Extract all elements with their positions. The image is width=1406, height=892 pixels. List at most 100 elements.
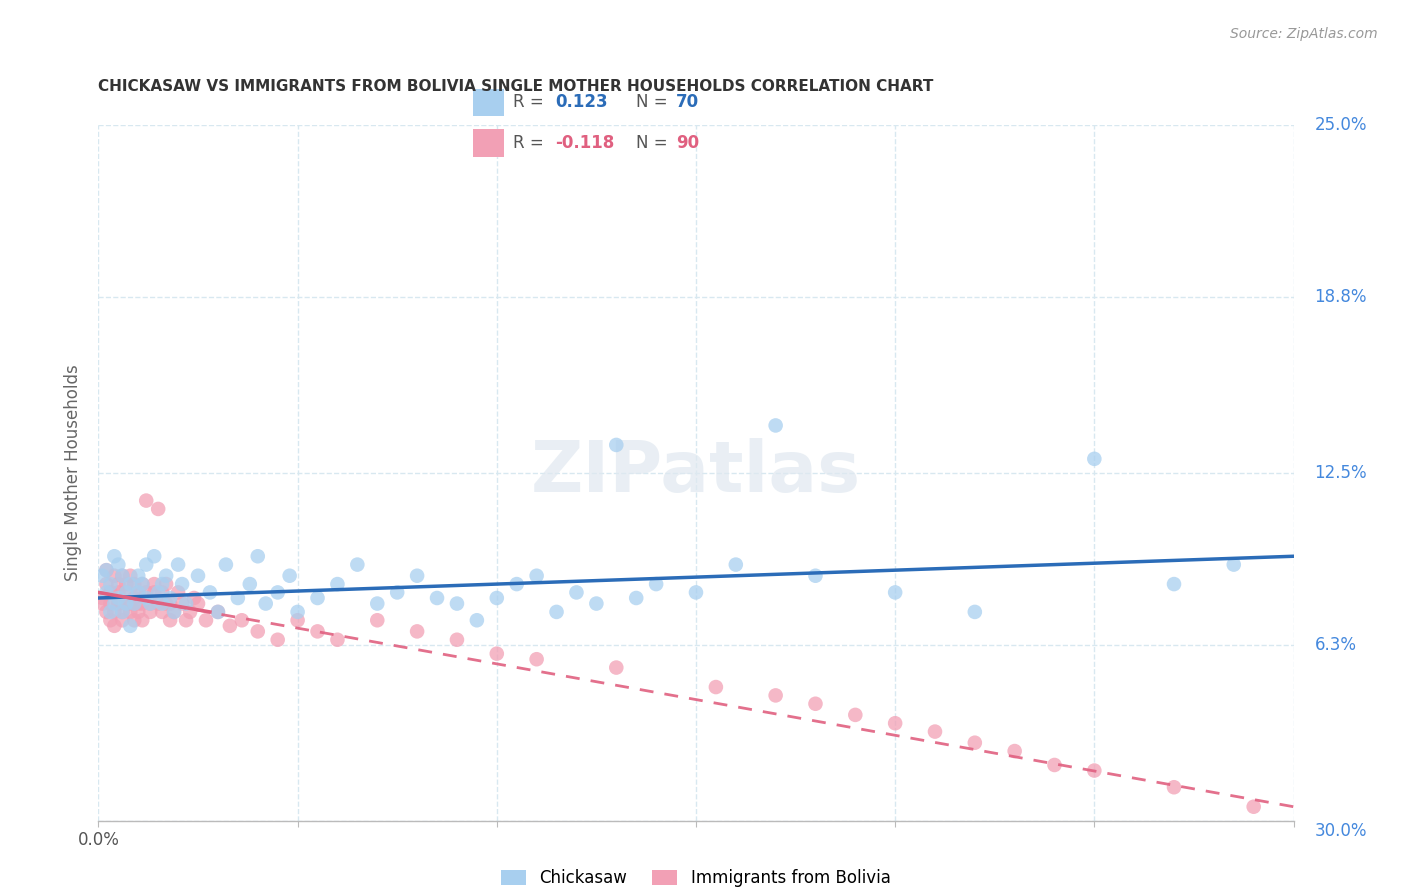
Point bbox=[239, 577, 262, 591]
Text: 25.0%: 25.0% bbox=[1315, 116, 1367, 134]
Point bbox=[605, 660, 627, 674]
Point bbox=[307, 591, 329, 605]
Point bbox=[724, 558, 747, 572]
Point bbox=[1004, 744, 1026, 758]
Point bbox=[150, 597, 173, 611]
Bar bbox=[474, 89, 505, 116]
Point bbox=[139, 597, 162, 611]
Point bbox=[844, 707, 866, 722]
Point bbox=[804, 568, 827, 582]
Text: Source: ZipAtlas.com: Source: ZipAtlas.com bbox=[1230, 27, 1378, 41]
Point bbox=[207, 605, 229, 619]
Point bbox=[884, 716, 907, 731]
Point bbox=[546, 605, 568, 619]
Point bbox=[1043, 758, 1066, 772]
Point bbox=[111, 605, 134, 619]
Point bbox=[172, 577, 194, 591]
Point bbox=[98, 585, 122, 599]
Point bbox=[172, 597, 194, 611]
Point bbox=[120, 597, 142, 611]
Point bbox=[120, 577, 142, 591]
Point bbox=[1083, 451, 1105, 466]
Point bbox=[120, 605, 142, 619]
Point bbox=[111, 568, 134, 582]
Point bbox=[103, 549, 125, 564]
Point bbox=[127, 585, 149, 599]
Point bbox=[179, 605, 201, 619]
Point bbox=[465, 613, 488, 627]
Legend: Chickasaw, Immigrants from Bolivia: Chickasaw, Immigrants from Bolivia bbox=[494, 861, 898, 892]
Point bbox=[565, 585, 588, 599]
Point bbox=[624, 591, 647, 605]
Point bbox=[107, 591, 129, 605]
Point bbox=[287, 605, 309, 619]
Point bbox=[148, 585, 170, 599]
Point bbox=[585, 597, 607, 611]
Point bbox=[124, 613, 146, 627]
Point bbox=[1222, 558, 1246, 572]
Point bbox=[167, 558, 190, 572]
Point bbox=[765, 418, 787, 433]
Point bbox=[963, 605, 986, 619]
Point bbox=[159, 591, 181, 605]
Point bbox=[366, 597, 388, 611]
Bar bbox=[474, 129, 505, 157]
Point bbox=[148, 597, 170, 611]
Text: 6.3%: 6.3% bbox=[1315, 636, 1357, 655]
Point bbox=[174, 613, 197, 627]
Point bbox=[127, 585, 149, 599]
Point bbox=[187, 568, 209, 582]
Point bbox=[226, 591, 249, 605]
Text: 18.8%: 18.8% bbox=[1315, 288, 1367, 307]
Point bbox=[406, 624, 429, 639]
Point bbox=[346, 558, 368, 572]
Point bbox=[804, 697, 827, 711]
Point bbox=[155, 577, 177, 591]
Point bbox=[155, 568, 177, 582]
Point bbox=[446, 632, 468, 647]
Point bbox=[115, 597, 138, 611]
Point bbox=[194, 613, 218, 627]
Point bbox=[526, 568, 548, 582]
Point bbox=[267, 585, 290, 599]
Point bbox=[96, 563, 118, 577]
Point bbox=[135, 591, 157, 605]
Point bbox=[150, 605, 173, 619]
Point bbox=[605, 438, 627, 452]
Point bbox=[148, 502, 170, 516]
Text: 30.0%: 30.0% bbox=[1315, 822, 1367, 840]
Point bbox=[246, 549, 269, 564]
Point bbox=[326, 577, 349, 591]
Point bbox=[963, 736, 986, 750]
Point bbox=[135, 558, 157, 572]
Point bbox=[198, 585, 221, 599]
Text: 0.123: 0.123 bbox=[555, 94, 607, 112]
Point bbox=[139, 605, 162, 619]
Point bbox=[139, 597, 162, 611]
Point bbox=[111, 605, 134, 619]
Point bbox=[135, 493, 157, 508]
Point bbox=[704, 680, 727, 694]
Point bbox=[685, 585, 707, 599]
Point bbox=[115, 585, 138, 599]
Point bbox=[219, 619, 242, 633]
Point bbox=[127, 605, 149, 619]
Point bbox=[207, 605, 229, 619]
Point bbox=[326, 632, 349, 647]
Point bbox=[174, 597, 197, 611]
Point bbox=[107, 577, 129, 591]
Point bbox=[124, 597, 146, 611]
Point bbox=[103, 619, 125, 633]
Point bbox=[107, 558, 129, 572]
Point bbox=[155, 597, 177, 611]
Point bbox=[96, 563, 118, 577]
Point bbox=[159, 613, 181, 627]
Point bbox=[103, 597, 125, 611]
Text: -0.118: -0.118 bbox=[555, 134, 614, 152]
Point bbox=[91, 597, 114, 611]
Point bbox=[254, 597, 277, 611]
Point bbox=[485, 647, 508, 661]
Point bbox=[131, 577, 153, 591]
Point bbox=[135, 585, 157, 599]
Point bbox=[96, 605, 118, 619]
